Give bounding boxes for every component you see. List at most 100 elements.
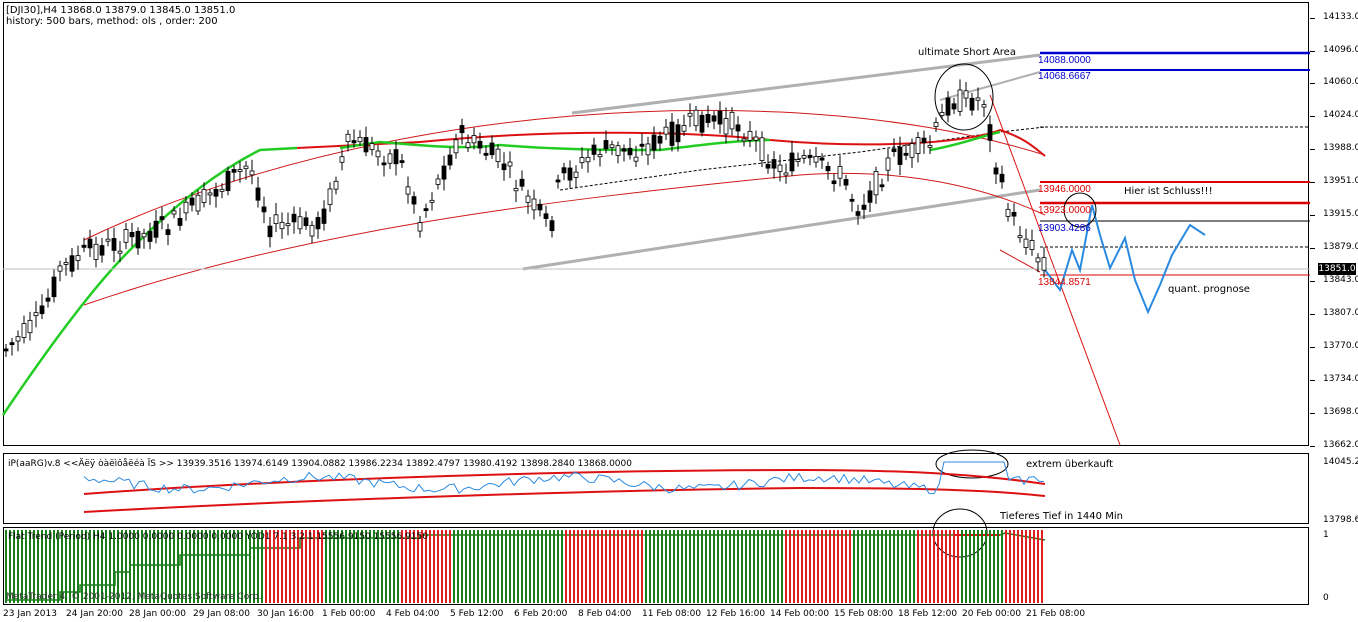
candle-body bbox=[561, 167, 567, 174]
candle-body bbox=[51, 276, 57, 298]
candle-body bbox=[993, 167, 999, 175]
candle-body bbox=[381, 162, 387, 166]
candle-body bbox=[915, 137, 921, 154]
candle-body bbox=[1011, 211, 1017, 217]
circle-short-area bbox=[934, 63, 994, 131]
candle-body bbox=[249, 170, 255, 176]
ma-red bbox=[296, 128, 1046, 157]
price-tick-label: 14133.0 bbox=[1323, 12, 1358, 22]
price-tick bbox=[1310, 314, 1315, 315]
envelope-lower bbox=[83, 172, 1046, 306]
candle-body bbox=[573, 171, 579, 178]
level-label-13903: 13903.4286 bbox=[1038, 223, 1091, 234]
candle-body bbox=[567, 167, 573, 181]
candle-body bbox=[687, 112, 693, 117]
time-tick-label: 20 Feb 00:00 bbox=[962, 609, 1022, 619]
ind2-axis-top: 1 bbox=[1323, 530, 1329, 540]
price-tick-label: 14024.0 bbox=[1323, 110, 1358, 120]
candle-body bbox=[717, 110, 723, 125]
candle-body bbox=[291, 213, 297, 223]
candle-body bbox=[303, 217, 309, 227]
candle-body bbox=[225, 170, 231, 192]
ind1-note: extrem überkauft bbox=[1026, 459, 1114, 470]
candle-body bbox=[651, 134, 657, 151]
candle-body bbox=[615, 145, 621, 156]
candle-body bbox=[849, 198, 855, 202]
time-tick-label: 28 Jan 00:00 bbox=[129, 609, 186, 619]
candle-body bbox=[159, 216, 165, 221]
indicator-pane-flat-trend[interactable] bbox=[3, 527, 1309, 605]
time-tick-label: 30 Jan 16:00 bbox=[257, 609, 314, 619]
candle-body bbox=[237, 169, 243, 172]
candle-body bbox=[189, 197, 195, 206]
candle-body bbox=[57, 265, 63, 272]
main-chart-pane[interactable] bbox=[3, 2, 1309, 446]
candle-body bbox=[111, 238, 117, 251]
candle-body bbox=[801, 155, 807, 159]
candle-body bbox=[81, 244, 87, 248]
candle-body bbox=[585, 156, 591, 163]
time-tick-label: 5 Feb 12:00 bbox=[450, 609, 504, 619]
price-tick-label: 13662.0 bbox=[1323, 440, 1358, 450]
candle-body bbox=[879, 184, 885, 188]
candle-body bbox=[543, 213, 549, 219]
ind2-histogram bbox=[5, 530, 1043, 603]
candle-body bbox=[789, 152, 795, 172]
price-tick bbox=[1310, 51, 1315, 52]
candle-body bbox=[441, 165, 447, 180]
candle-body bbox=[807, 154, 813, 158]
candle-body bbox=[447, 154, 453, 166]
candle-body bbox=[459, 125, 465, 134]
candle-body bbox=[633, 156, 639, 162]
candle-body bbox=[405, 186, 411, 195]
candle-body bbox=[315, 217, 321, 230]
candle-body bbox=[471, 135, 477, 144]
level-label-13946: 13946.0000 bbox=[1038, 184, 1091, 195]
candle-body bbox=[21, 323, 27, 338]
candle-body bbox=[927, 144, 933, 148]
candle-body bbox=[483, 152, 489, 156]
candle-body bbox=[513, 188, 519, 192]
candle-body bbox=[33, 312, 39, 317]
candle-body bbox=[489, 142, 495, 156]
current-price-label: 13851.0 bbox=[1318, 263, 1356, 275]
candle-body bbox=[219, 188, 225, 192]
channel-mid-dashed bbox=[559, 126, 1046, 191]
candle-body bbox=[699, 114, 705, 133]
candle-body bbox=[453, 139, 459, 154]
candle-body bbox=[141, 232, 147, 238]
candle-body bbox=[183, 201, 189, 214]
candle-body bbox=[255, 187, 261, 201]
candle-body bbox=[987, 124, 993, 141]
candle-body bbox=[759, 137, 765, 161]
candle-body bbox=[579, 157, 585, 164]
candle-body bbox=[435, 178, 441, 185]
candle-body bbox=[339, 156, 345, 163]
candle-body bbox=[969, 97, 975, 111]
candle-body bbox=[591, 144, 597, 155]
candle-body bbox=[267, 225, 273, 238]
time-tick-label: 24 Jan 20:00 bbox=[66, 609, 123, 619]
candle-body bbox=[39, 305, 45, 315]
price-tick-label: 13698.0 bbox=[1323, 407, 1358, 417]
candle-body bbox=[945, 97, 951, 116]
candle-body bbox=[201, 189, 207, 203]
candle-body bbox=[843, 179, 849, 186]
candle-body bbox=[345, 133, 351, 143]
candle-body bbox=[933, 122, 939, 127]
candle-body bbox=[903, 152, 909, 156]
candle-body bbox=[333, 180, 339, 190]
candle-body bbox=[87, 238, 93, 249]
ind1-upper bbox=[83, 468, 1046, 495]
ind1-axis-bottom: 13798.6 bbox=[1323, 515, 1358, 525]
candle-body bbox=[873, 171, 879, 196]
candle-body bbox=[285, 223, 291, 227]
prognose-line bbox=[1044, 204, 1206, 315]
candle-body bbox=[1035, 257, 1041, 263]
candle-body bbox=[1017, 235, 1023, 239]
price-tick bbox=[1310, 347, 1315, 348]
candle-body bbox=[813, 156, 819, 163]
candle-body bbox=[429, 199, 435, 203]
candle-body bbox=[411, 196, 417, 205]
